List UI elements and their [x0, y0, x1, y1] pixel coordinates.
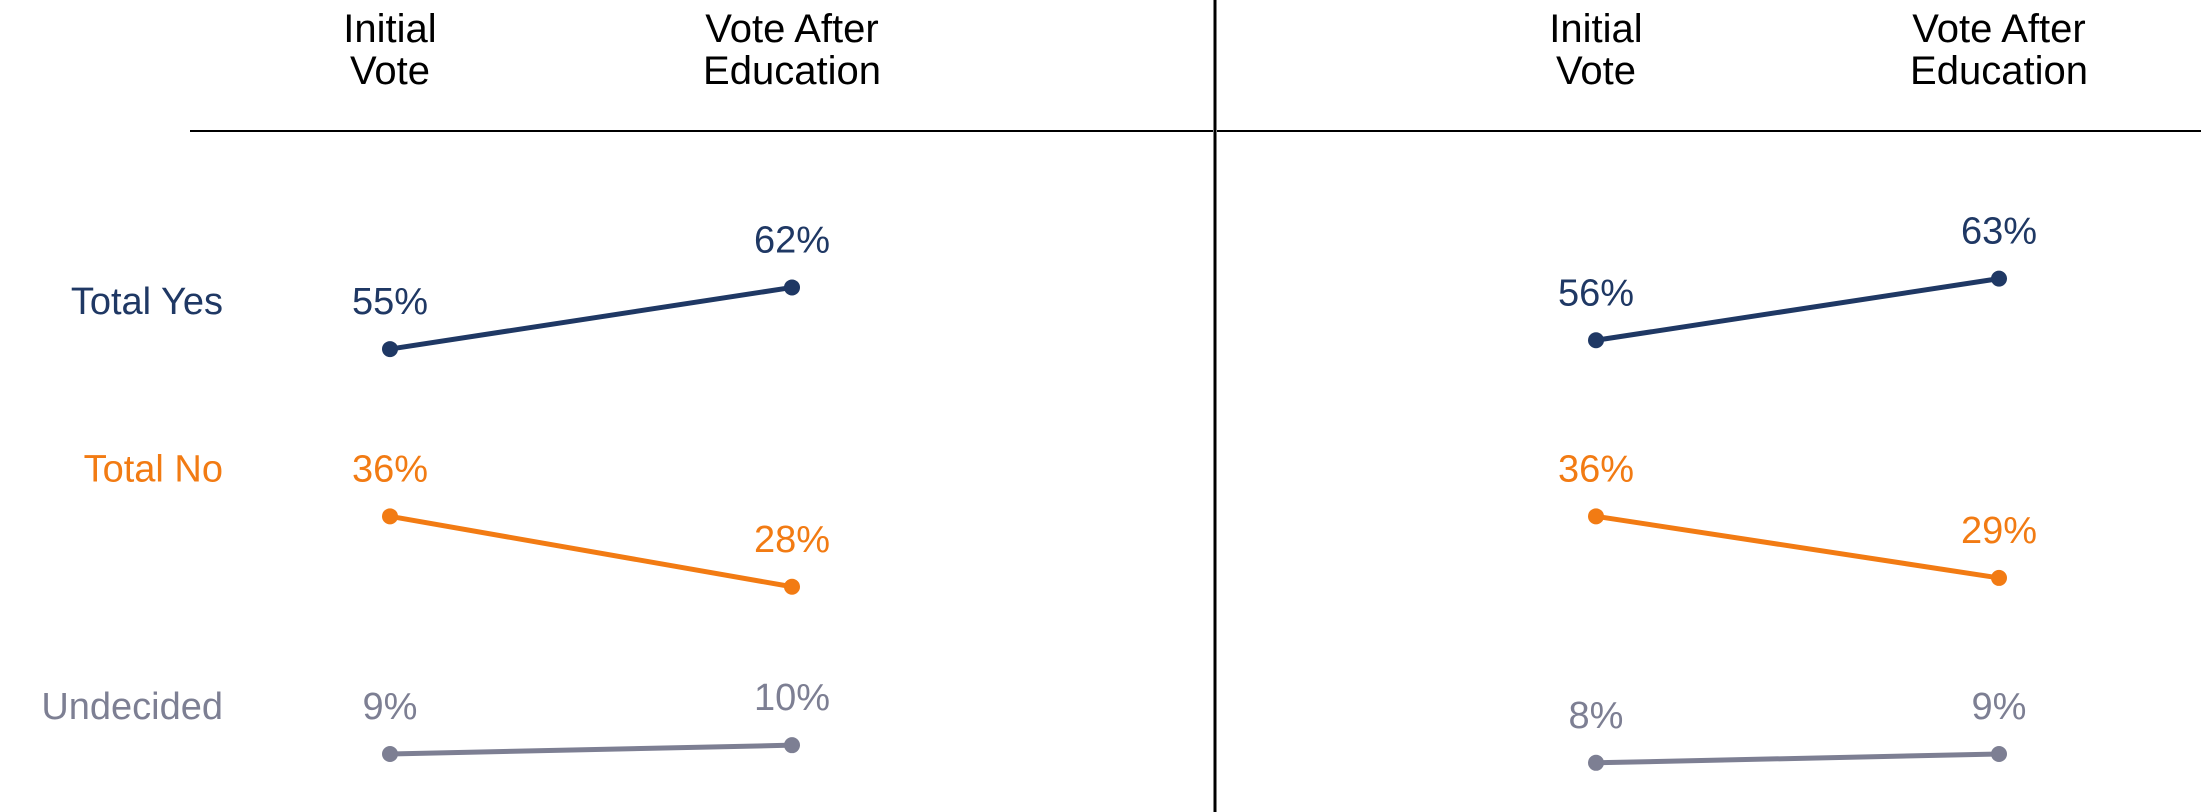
column-header: Initial Vote [1549, 7, 1643, 93]
point [1991, 270, 2007, 287]
value-label: 9% [363, 686, 418, 728]
column-header: Vote After Education [1910, 7, 2088, 93]
point [382, 745, 398, 762]
value-label: 36% [352, 448, 428, 490]
slope-line [389, 513, 793, 590]
column-header: Vote After Education [703, 7, 881, 93]
value-label: 55% [352, 281, 428, 323]
point [1588, 332, 1604, 349]
point [1588, 508, 1604, 525]
value-label: 10% [754, 677, 830, 719]
value-label: 63% [1961, 211, 2037, 253]
row-label: Undecided [41, 686, 223, 728]
value-label: 29% [1961, 510, 2037, 552]
point [382, 508, 398, 525]
slope-line [389, 742, 793, 757]
point [784, 279, 800, 296]
point [1991, 569, 2007, 586]
slope-line [1595, 751, 2000, 766]
row-label: Total No [84, 448, 223, 490]
value-label: 28% [754, 519, 830, 561]
slope-line [1595, 513, 2000, 581]
point [784, 737, 800, 754]
point [1588, 754, 1604, 771]
point [1991, 745, 2007, 762]
slope-line [389, 284, 793, 352]
value-label: 62% [754, 219, 830, 261]
value-label: 36% [1558, 448, 1634, 490]
slope-line [1595, 276, 2000, 343]
value-label: 56% [1558, 272, 1634, 314]
value-label: 9% [1972, 686, 2027, 728]
column-header: Initial Vote [343, 7, 437, 93]
point [382, 341, 398, 358]
value-label: 8% [1569, 695, 1624, 737]
point [784, 578, 800, 595]
row-label: Total Yes [71, 281, 223, 323]
